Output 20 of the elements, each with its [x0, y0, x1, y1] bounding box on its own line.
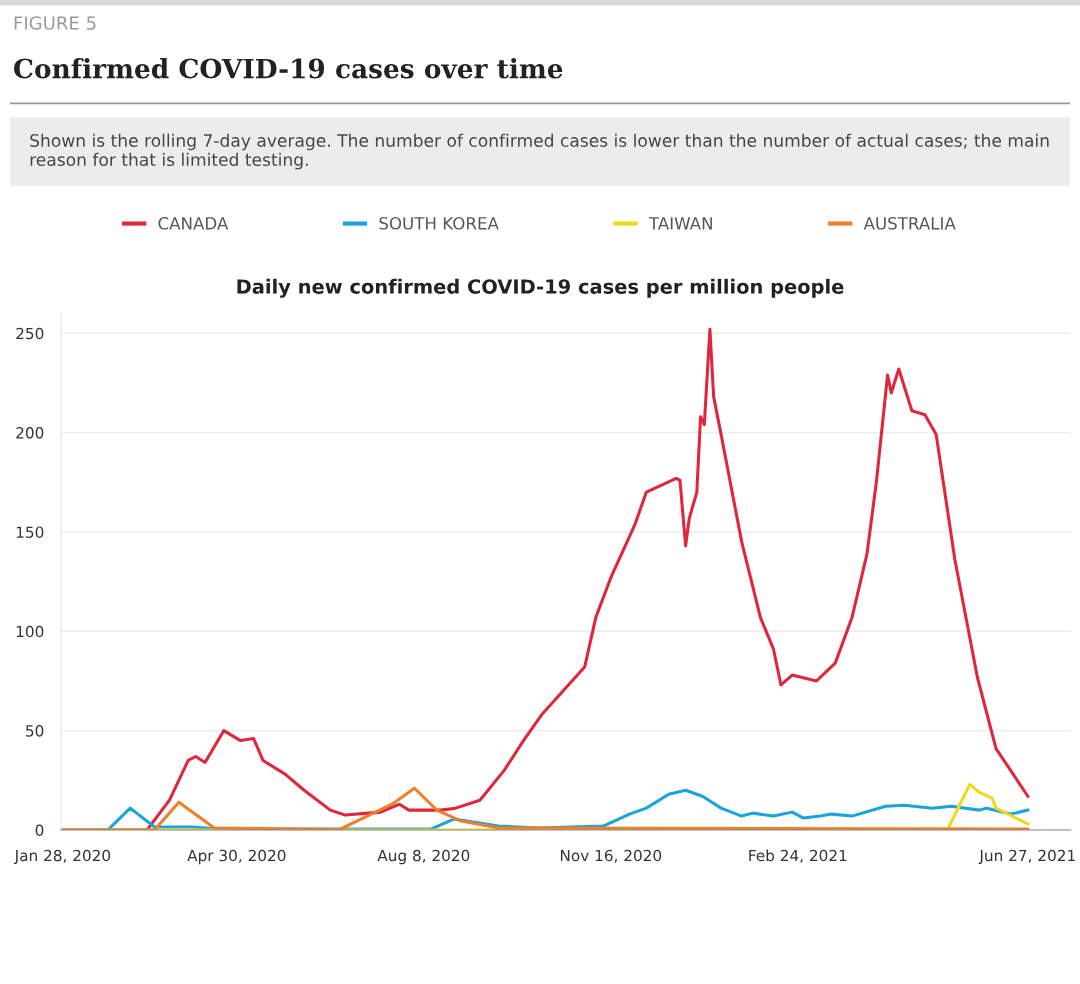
y-tick-label: 200: [16, 427, 44, 439]
chart-title: Confirmed COVID-19 cases over time: [14, 58, 563, 79]
x-tick-label: Jan 28, 2020: [13, 849, 111, 865]
chart-subtitle: Shown is the rolling 7-day average. The number of confirmed cases is lower than the number of actual cases; the main reason for that is limited testing.: [30, 133, 1049, 170]
y-tick-label: 50: [26, 725, 44, 737]
x-tick-label: Apr 30, 2020: [187, 849, 286, 865]
caption: FIGURE 5: [14, 16, 96, 30]
x-tick-label: Jun 27, 2021: [978, 849, 1075, 865]
x-tick-label: Feb 24, 2021: [749, 849, 847, 863]
x-tick-label: Aug 8, 2020: [377, 849, 470, 865]
x-tick-label: Nov 16, 2020: [560, 849, 662, 863]
y-tick-label: 250: [16, 327, 44, 340]
text: Daily new confirmed COVID-19 cases per million people: [237, 278, 844, 298]
y-tick-label: 150: [16, 526, 44, 538]
legend-label: CANADA: [158, 217, 229, 230]
legend-label: SOUTH KOREA: [379, 217, 499, 230]
legend-label: TAIWAN: [648, 217, 712, 230]
y-tick-label: 0: [35, 824, 44, 837]
legend-label: AUSTRALIA: [863, 217, 956, 230]
y-tick-label: 100: [16, 625, 44, 638]
